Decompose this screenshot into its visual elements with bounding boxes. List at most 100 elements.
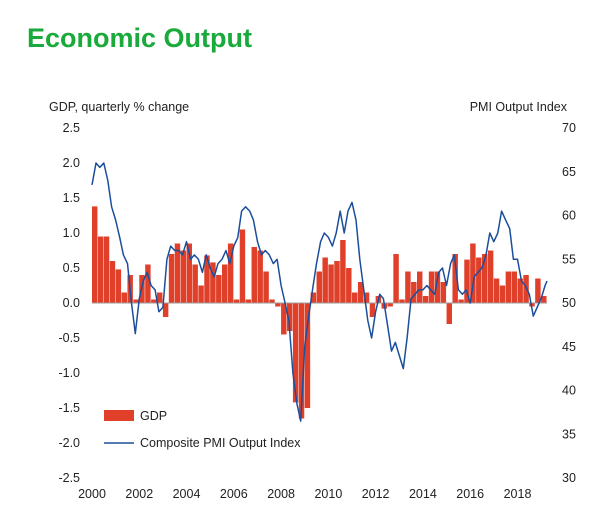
y-left-tick-label: 2.5 <box>63 121 80 135</box>
gdp-bar <box>387 303 393 307</box>
gdp-bar <box>499 285 506 303</box>
gdp-bar <box>452 254 458 303</box>
gdp-bar <box>535 278 541 303</box>
x-tick-label: 2000 <box>78 487 106 501</box>
x-tick-label: 2018 <box>504 487 532 501</box>
gdp-bars <box>92 206 547 419</box>
gdp-bar <box>357 282 364 303</box>
legend-gdp-swatch <box>104 410 134 421</box>
y-right-tick-label: 30 <box>562 471 576 485</box>
gdp-bar <box>511 271 517 303</box>
gdp-bar <box>428 271 435 303</box>
gdp-bar <box>257 250 263 303</box>
gdp-bar <box>322 257 328 303</box>
gdp-bar <box>157 292 163 303</box>
y-right-tick-label: 65 <box>562 165 576 179</box>
gdp-bar <box>493 278 500 303</box>
y-right-tick-label: 45 <box>562 340 576 354</box>
y-right-tick-label: 35 <box>562 427 576 441</box>
gdp-bar <box>151 299 157 303</box>
gdp-bar <box>541 296 547 303</box>
gdp-bar <box>310 292 317 303</box>
gdp-bar <box>440 282 447 303</box>
gdp-bar <box>204 255 210 303</box>
gdp-bar <box>298 303 305 419</box>
gdp-bar <box>470 243 476 303</box>
gdp-bar <box>133 299 139 303</box>
y-left-tick-label: -2.5 <box>58 471 80 485</box>
pmi-series-line <box>91 162 548 422</box>
y-left-tick-label: -1.0 <box>58 366 80 380</box>
y-right-tick-label: 55 <box>562 252 576 266</box>
gdp-bar <box>476 257 482 303</box>
y-right-axis: 70 65 60 55 50 45 40 35 30 <box>562 121 576 485</box>
x-tick-label: 2006 <box>220 487 248 501</box>
gdp-bar <box>346 268 352 303</box>
gdp-bar <box>352 292 358 303</box>
legend: GDP Composite PMI Output Index <box>104 409 301 450</box>
gdp-bar <box>393 254 399 303</box>
gdp-bar <box>174 243 181 303</box>
legend-gdp-label: GDP <box>140 409 167 423</box>
y-left-tick-label: -2.0 <box>58 436 80 450</box>
y-left-axis: 2.5 2.0 1.5 1.0 0.5 0.0 -0.5 -1.0 -1.5 -2.0 -2.5 <box>58 121 80 485</box>
gdp-bar <box>222 264 228 303</box>
gdp-bar <box>446 303 452 324</box>
y-left-tick-label: 1.5 <box>63 191 80 205</box>
gdp-bar <box>434 271 441 303</box>
gdp-bar <box>251 247 257 303</box>
gdp-bar <box>464 259 470 303</box>
gdp-bar <box>92 206 98 303</box>
gdp-bar <box>411 282 417 303</box>
x-tick-label: 2016 <box>456 487 484 501</box>
y-left-tick-label: 0.0 <box>63 296 80 310</box>
gdp-bar <box>239 229 246 303</box>
gdp-bar <box>168 254 175 303</box>
gdp-bar <box>529 303 535 307</box>
y-left-axis-title: GDP, quarterly % change <box>49 100 189 114</box>
gdp-bar <box>369 303 376 317</box>
y-right-tick-label: 70 <box>562 121 576 135</box>
y-left-tick-label: -0.5 <box>58 331 80 345</box>
y-left-tick-label: 2.0 <box>63 156 80 170</box>
gdp-bar <box>245 299 252 303</box>
gdp-bar <box>482 254 488 303</box>
gdp-bar <box>328 264 334 303</box>
gdp-bar <box>417 271 423 303</box>
x-tick-label: 2008 <box>267 487 295 501</box>
gdp-bar <box>198 285 204 303</box>
gdp-bar <box>275 303 281 307</box>
gdp-bar <box>109 261 116 303</box>
gdp-bar <box>180 250 187 303</box>
gdp-bar <box>487 250 494 303</box>
gdp-bar <box>145 264 151 303</box>
pmi-line-group <box>91 162 548 422</box>
gdp-bar <box>269 299 275 303</box>
gdp-bar <box>505 271 512 303</box>
gdp-bar <box>162 303 169 317</box>
gdp-bar <box>292 303 299 403</box>
y-left-tick-label: -1.5 <box>58 401 80 415</box>
y-right-tick-label: 60 <box>562 209 576 223</box>
y-left-tick-label: 0.5 <box>63 261 80 275</box>
gdp-bar <box>334 261 340 303</box>
gdp-bar <box>422 296 429 303</box>
gdp-bar <box>210 262 216 303</box>
gdp-bar <box>340 240 346 303</box>
gdp-bar <box>458 299 464 303</box>
gdp-bar <box>405 271 411 303</box>
x-tick-label: 2002 <box>125 487 153 501</box>
y-right-tick-label: 40 <box>562 384 576 398</box>
gdp-bar <box>304 303 311 408</box>
legend-pmi-label: Composite PMI Output Index <box>140 436 301 450</box>
gdp-bar <box>103 236 110 303</box>
chart-title: Economic Output <box>27 23 252 53</box>
gdp-bar <box>363 292 370 303</box>
y-right-tick-label: 50 <box>562 296 576 310</box>
gdp-bar <box>227 243 234 303</box>
gdp-bar <box>263 271 269 303</box>
x-tick-label: 2004 <box>173 487 201 501</box>
x-tick-label: 2010 <box>314 487 342 501</box>
gdp-bar <box>121 292 127 303</box>
y-left-tick-label: 1.0 <box>63 226 80 240</box>
